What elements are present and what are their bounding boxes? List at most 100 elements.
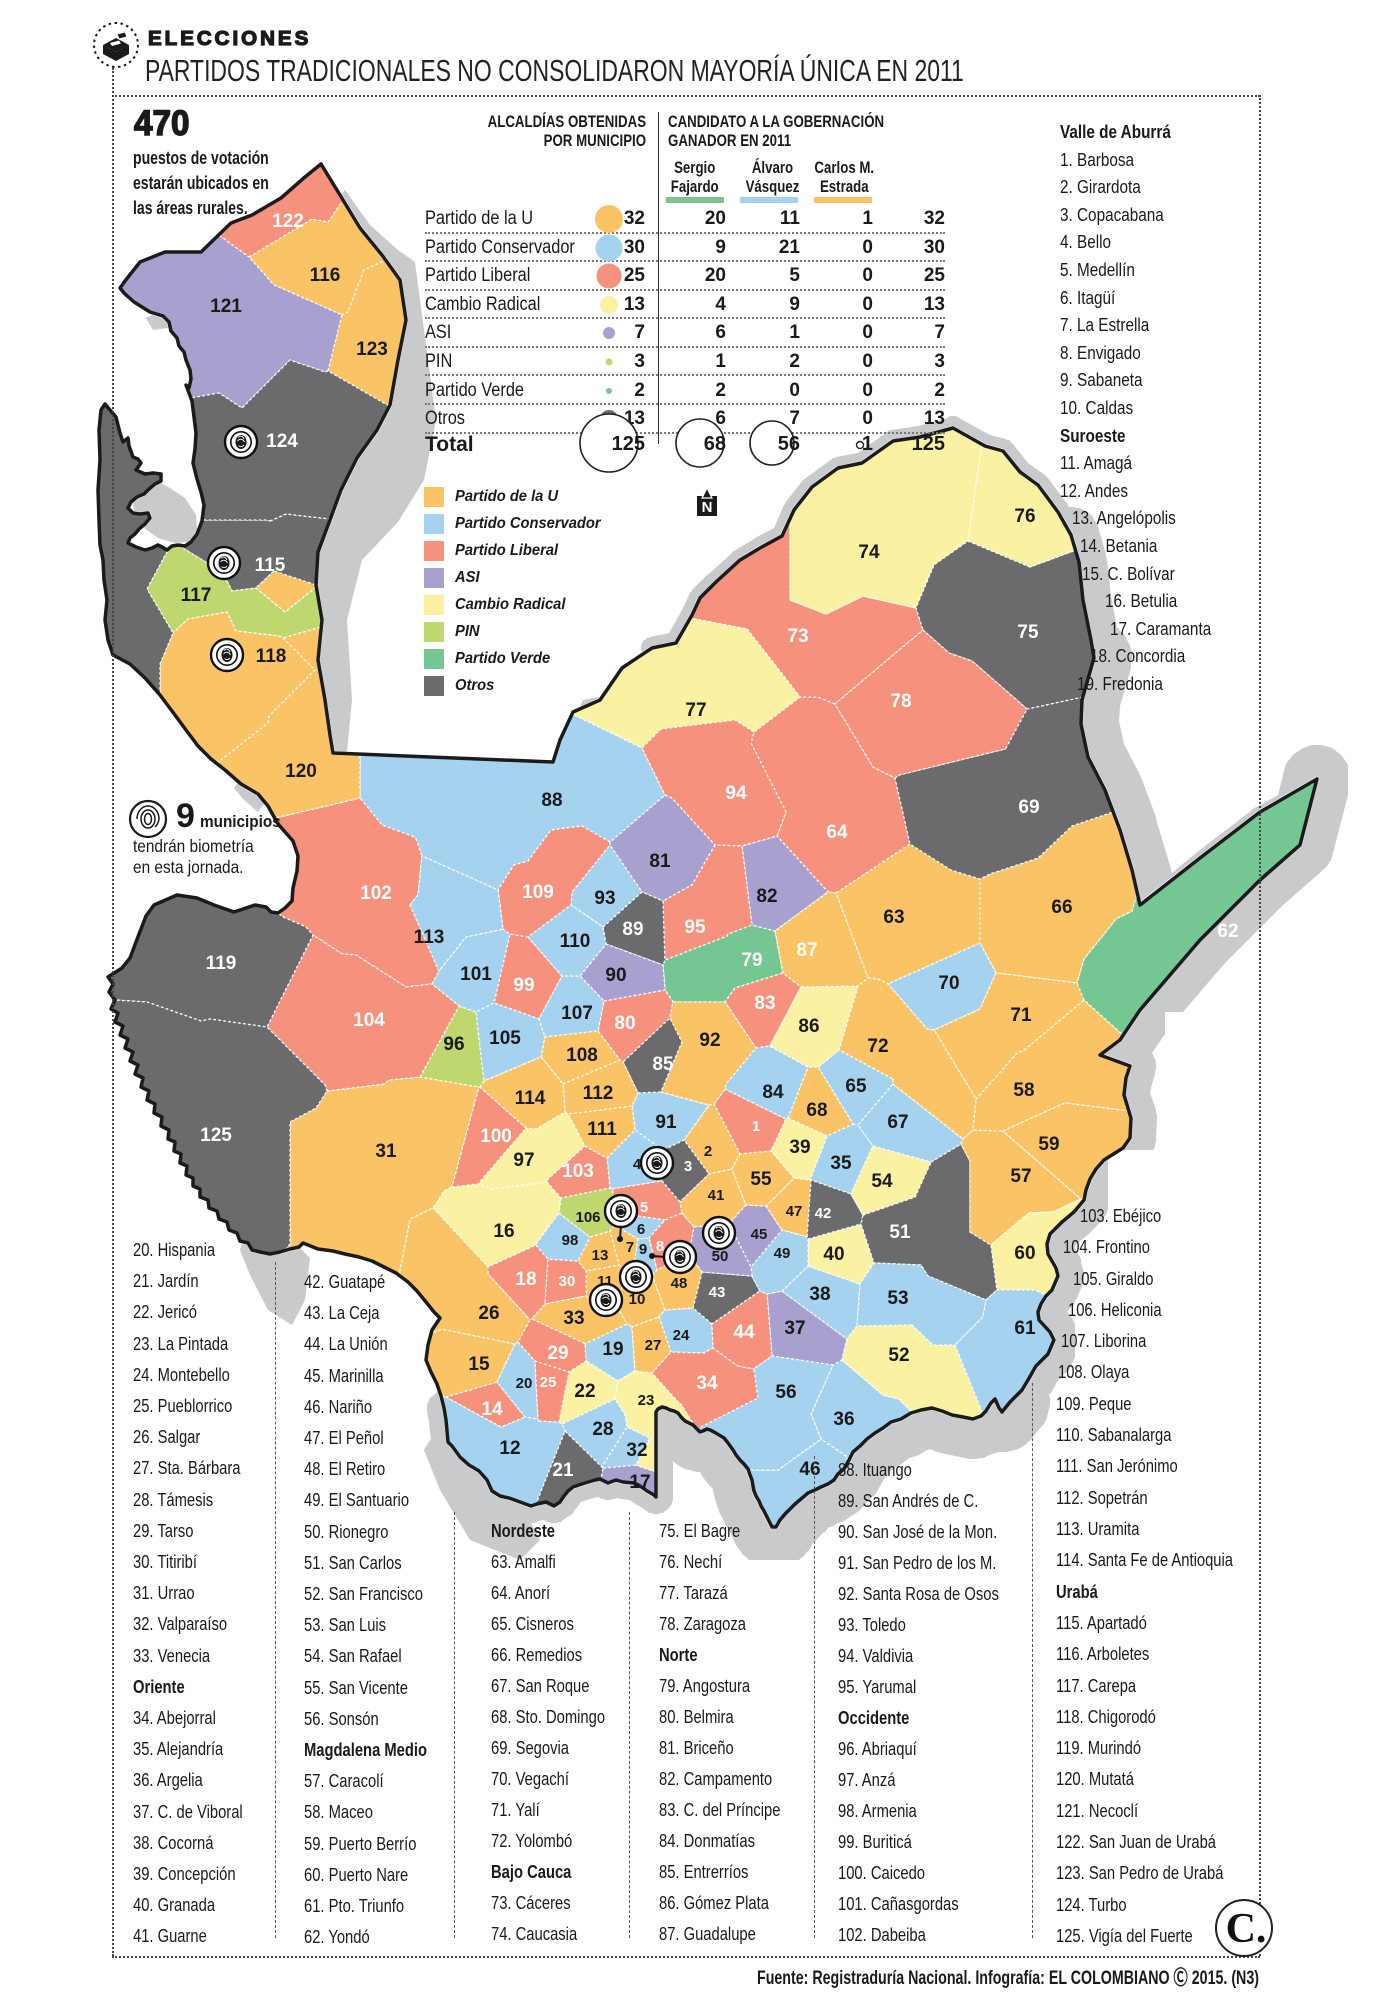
svg-text:112: 112 xyxy=(583,1083,614,1104)
svg-text:66: 66 xyxy=(1051,897,1072,918)
svg-text:12: 12 xyxy=(499,1438,520,1459)
svg-text:101: 101 xyxy=(460,964,492,985)
svg-text:25: 25 xyxy=(540,1374,557,1391)
svg-text:46: 46 xyxy=(799,1459,820,1480)
svg-text:58: 58 xyxy=(1013,1080,1034,1101)
svg-text:111: 111 xyxy=(587,1119,617,1140)
svg-text:61: 61 xyxy=(1014,1318,1036,1339)
svg-text:108: 108 xyxy=(566,1045,598,1066)
svg-text:13: 13 xyxy=(592,1247,609,1264)
svg-text:99: 99 xyxy=(513,975,534,996)
svg-text:39: 39 xyxy=(789,1137,810,1158)
svg-text:C.: C. xyxy=(1226,1906,1267,1952)
svg-text:17: 17 xyxy=(629,1472,650,1493)
svg-text:41: 41 xyxy=(708,1187,725,1204)
svg-text:N: N xyxy=(702,499,713,516)
svg-text:122: 122 xyxy=(272,211,304,232)
svg-text:43: 43 xyxy=(709,1284,726,1301)
svg-text:6: 6 xyxy=(637,1221,645,1238)
svg-text:23: 23 xyxy=(638,1392,655,1409)
svg-text:85: 85 xyxy=(652,1054,674,1075)
svg-text:26: 26 xyxy=(478,1303,499,1324)
svg-text:14: 14 xyxy=(481,1399,503,1420)
svg-text:40: 40 xyxy=(823,1244,844,1265)
svg-text:77: 77 xyxy=(685,700,706,721)
svg-text:80: 80 xyxy=(614,1013,635,1034)
svg-text:123: 123 xyxy=(356,339,388,360)
svg-text:32: 32 xyxy=(626,1440,647,1461)
svg-text:22: 22 xyxy=(574,1381,595,1402)
svg-text:44: 44 xyxy=(733,1322,755,1343)
svg-text:83: 83 xyxy=(754,993,775,1014)
svg-text:1: 1 xyxy=(752,1118,760,1135)
svg-text:56: 56 xyxy=(775,1382,796,1403)
svg-text:98: 98 xyxy=(562,1232,579,1249)
svg-text:116: 116 xyxy=(310,265,341,286)
svg-text:42: 42 xyxy=(815,1205,832,1222)
svg-text:121: 121 xyxy=(210,296,242,317)
svg-text:49: 49 xyxy=(774,1245,791,1262)
svg-text:50: 50 xyxy=(712,1248,729,1265)
svg-text:100: 100 xyxy=(480,1126,512,1147)
svg-text:74: 74 xyxy=(858,542,880,563)
svg-text:117: 117 xyxy=(181,585,212,606)
svg-text:67: 67 xyxy=(887,1112,908,1133)
svg-text:91: 91 xyxy=(655,1112,677,1133)
svg-text:51: 51 xyxy=(889,1222,911,1243)
svg-text:18: 18 xyxy=(515,1269,536,1290)
svg-text:93: 93 xyxy=(594,888,615,909)
svg-text:124: 124 xyxy=(266,431,298,452)
svg-text:8: 8 xyxy=(656,1238,664,1255)
svg-text:47: 47 xyxy=(786,1203,803,1220)
svg-text:120: 120 xyxy=(285,761,317,782)
svg-text:94: 94 xyxy=(725,783,747,804)
svg-text:3: 3 xyxy=(684,1158,692,1175)
svg-text:9: 9 xyxy=(639,1241,647,1258)
svg-text:48: 48 xyxy=(671,1275,688,1292)
svg-text:54: 54 xyxy=(871,1171,893,1192)
svg-text:76: 76 xyxy=(1014,506,1035,527)
svg-text:65: 65 xyxy=(845,1076,867,1097)
svg-text:16: 16 xyxy=(493,1221,514,1242)
svg-text:97: 97 xyxy=(513,1150,534,1171)
svg-text:106: 106 xyxy=(575,1209,600,1226)
svg-text:110: 110 xyxy=(560,931,591,952)
svg-text:2: 2 xyxy=(704,1143,712,1160)
svg-text:29: 29 xyxy=(547,1343,568,1364)
svg-text:125: 125 xyxy=(200,1125,232,1146)
svg-text:30: 30 xyxy=(559,1273,576,1290)
svg-text:102: 102 xyxy=(360,883,392,904)
svg-text:75: 75 xyxy=(1017,622,1039,643)
svg-text:59: 59 xyxy=(1038,1134,1059,1155)
svg-text:70: 70 xyxy=(938,973,959,994)
svg-text:19: 19 xyxy=(602,1339,623,1360)
svg-text:4: 4 xyxy=(633,1156,642,1173)
svg-text:24: 24 xyxy=(673,1327,690,1344)
svg-text:69: 69 xyxy=(1018,797,1039,818)
svg-text:34: 34 xyxy=(696,1373,718,1394)
svg-text:57: 57 xyxy=(1010,1166,1031,1187)
svg-text:5: 5 xyxy=(640,1199,648,1216)
svg-text:109: 109 xyxy=(522,882,554,903)
svg-text:104: 104 xyxy=(353,1010,385,1031)
svg-text:96: 96 xyxy=(443,1034,464,1055)
svg-text:38: 38 xyxy=(809,1284,830,1305)
svg-text:115: 115 xyxy=(255,555,286,576)
svg-text:90: 90 xyxy=(605,965,626,986)
svg-text:87: 87 xyxy=(796,940,817,961)
svg-text:72: 72 xyxy=(867,1036,888,1057)
svg-text:92: 92 xyxy=(699,1030,720,1051)
svg-text:103: 103 xyxy=(562,1161,594,1182)
svg-text:36: 36 xyxy=(833,1409,854,1430)
svg-text:28: 28 xyxy=(592,1419,613,1440)
svg-text:88: 88 xyxy=(541,790,562,811)
svg-text:21: 21 xyxy=(552,1460,574,1481)
svg-text:20: 20 xyxy=(516,1375,533,1392)
svg-text:82: 82 xyxy=(756,886,777,907)
svg-text:55: 55 xyxy=(750,1169,772,1190)
svg-text:118: 118 xyxy=(256,646,287,667)
svg-text:105: 105 xyxy=(489,1028,521,1049)
svg-text:63: 63 xyxy=(883,907,904,928)
svg-text:33: 33 xyxy=(563,1308,584,1329)
svg-text:7: 7 xyxy=(626,1239,634,1256)
